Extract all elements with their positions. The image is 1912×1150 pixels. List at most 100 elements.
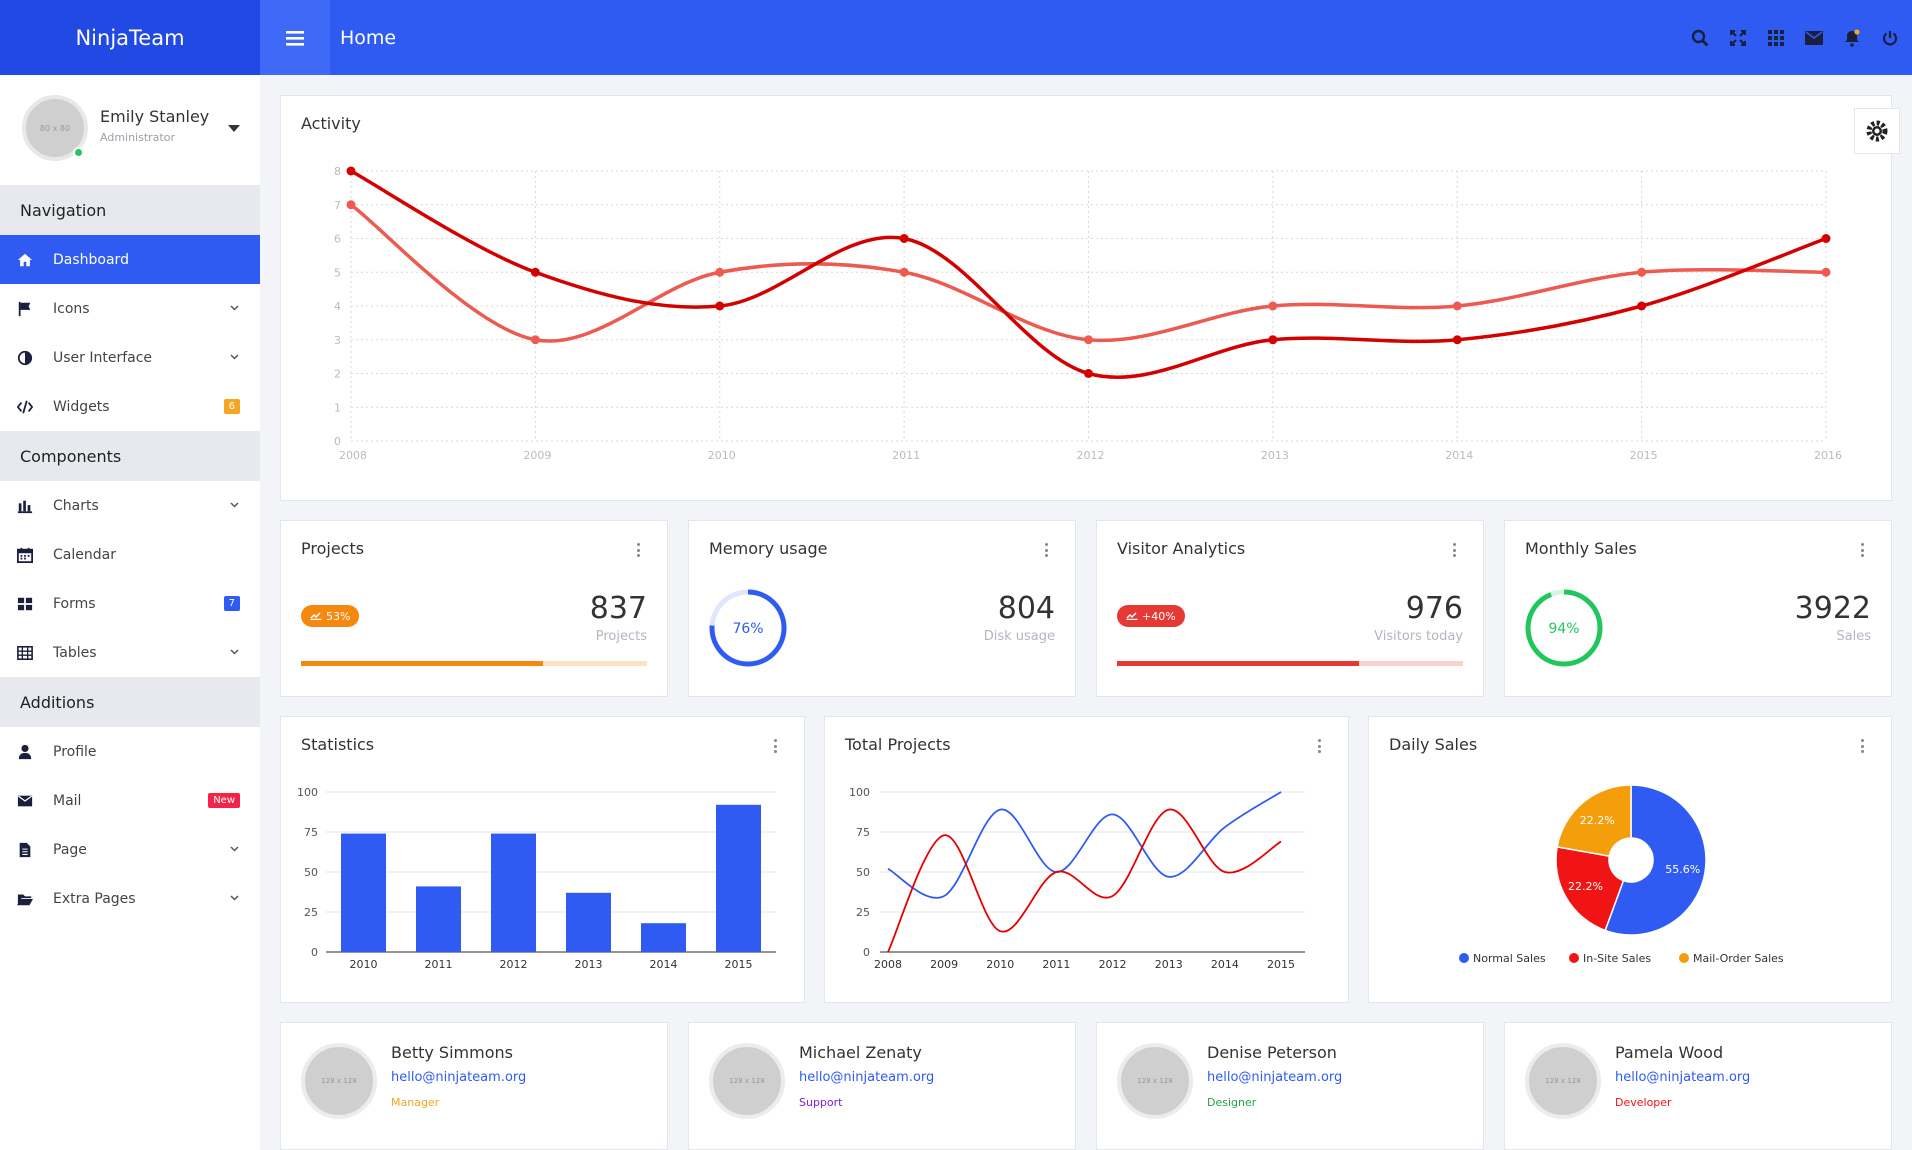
series-point <box>899 267 909 277</box>
avatar[interactable]: 128 x 128 <box>301 1043 377 1119</box>
series-point <box>1637 267 1647 277</box>
chevron-down-icon <box>230 647 239 658</box>
series-line <box>887 808 1282 953</box>
x-tick-label: 2010 <box>708 449 736 462</box>
x-tick-label: 2012 <box>1099 958 1127 971</box>
user-role: Administrator <box>100 131 175 144</box>
stat-value: 837 <box>589 591 647 626</box>
grid-icon[interactable] <box>1766 28 1786 48</box>
sidebar-item-mail[interactable]: Mail New <box>0 776 260 825</box>
stat-card-projects: Projects 837 Projects 53% <box>280 520 668 697</box>
calendar-icon <box>16 546 34 564</box>
card-menu-icon[interactable] <box>1861 543 1865 557</box>
hamburger-icon <box>286 30 304 46</box>
sidebar-item-dashboard[interactable]: Dashboard <box>0 235 260 284</box>
avatar[interactable]: 128 x 128 <box>1525 1043 1601 1119</box>
nav-section-components: Components <box>0 431 260 481</box>
card-menu-icon[interactable] <box>637 543 641 557</box>
sidebar-item-extra-pages[interactable]: Extra Pages <box>0 874 260 923</box>
avatar[interactable]: 128 x 128 <box>709 1043 785 1119</box>
statistics-menu-icon[interactable] <box>774 739 778 753</box>
series-point <box>1637 301 1647 311</box>
team-member-email-link[interactable]: hello@ninjateam.org <box>391 1070 527 1085</box>
sidebar-item-label: Charts <box>53 497 99 514</box>
nav-section-title: Navigation <box>20 200 107 220</box>
progress-ring-label: 94% <box>1548 621 1579 637</box>
sidebar-item-calendar[interactable]: Calendar <box>0 530 260 579</box>
statistics-card: Statistics 0 25 50 75 100 2010 2011 2012 2013 201… <box>280 716 805 1003</box>
sidebar-item-forms[interactable]: Forms 7 <box>0 579 260 628</box>
pie-slice <box>1604 784 1707 936</box>
avatar[interactable]: 128 x 128 <box>1117 1043 1193 1119</box>
total-projects-menu-icon[interactable] <box>1318 739 1322 753</box>
y-tick-label: 50 <box>304 866 318 879</box>
daily-sales-menu-icon[interactable] <box>1861 739 1865 753</box>
team-member-card: 128 x 128 Michael Zenaty hello@ninjateam.o… <box>688 1022 1076 1150</box>
sidebar-item-tables[interactable]: Tables <box>0 628 260 677</box>
chevron-down-icon <box>230 352 239 363</box>
sidebar-item-icons[interactable]: Icons <box>0 284 260 333</box>
avatar-placeholder-text: 128 x 128 <box>1137 1077 1173 1085</box>
search-icon[interactable] <box>1690 28 1710 48</box>
user-menu-caret-icon[interactable] <box>228 118 240 137</box>
sidebar-item-charts[interactable]: Charts <box>0 481 260 530</box>
nav-section-navigation: Navigation <box>0 185 260 235</box>
power-icon[interactable] <box>1880 28 1900 48</box>
team-member-email-link[interactable]: hello@ninjateam.org <box>1207 1070 1343 1085</box>
progress-ring: 76% <box>707 587 789 673</box>
team-member-email-link[interactable]: hello@ninjateam.org <box>799 1070 935 1085</box>
stat-card-title: Monthly Sales <box>1525 539 1637 558</box>
stat-card-title: Memory usage <box>709 539 828 558</box>
stat-label: Disk usage <box>983 629 1055 644</box>
progress-ring-fill <box>1525 589 1603 667</box>
y-tick-label: 0 <box>311 946 318 959</box>
stat-card-title: Projects <box>301 539 365 558</box>
card-menu-icon[interactable] <box>1045 543 1049 557</box>
nav-section-title: Additions <box>20 692 95 712</box>
sidebar-item-user-interface[interactable]: User Interface <box>0 333 260 382</box>
x-tick-label: 2015 <box>1630 449 1658 462</box>
pie-slice <box>1555 846 1625 932</box>
x-tick-label: 2013 <box>575 958 603 971</box>
x-tick-label: 2013 <box>1155 958 1183 971</box>
bell-icon[interactable] <box>1842 28 1862 48</box>
legend-swatch <box>1459 953 1469 963</box>
pie-slice-label: 22.2% <box>1580 814 1615 827</box>
sidebar-item-page[interactable]: Page <box>0 825 260 874</box>
x-tick-label: 2016 <box>1814 449 1842 462</box>
file-icon <box>16 841 34 859</box>
stat-value: 3922 <box>1794 591 1871 626</box>
bar <box>491 833 536 952</box>
sidebar-item-label: Forms <box>53 595 96 612</box>
progress-bar-fill <box>301 661 544 666</box>
x-tick-label: 2008 <box>339 449 367 462</box>
sidebar-item-profile[interactable]: Profile <box>0 727 260 776</box>
bar <box>566 892 611 952</box>
y-tick-label: 50 <box>856 866 870 879</box>
mail-icon[interactable] <box>1804 28 1824 48</box>
brand-logo[interactable]: NinjaTeam <box>0 0 260 75</box>
y-tick-label: 100 <box>849 786 870 799</box>
chevron-down-icon <box>230 893 239 904</box>
team-member-email-link[interactable]: hello@ninjateam.org <box>1615 1070 1751 1085</box>
series-point <box>715 267 725 277</box>
pie-slice-label: 55.6% <box>1665 863 1700 876</box>
expand-icon[interactable] <box>1728 28 1748 48</box>
top-bar: NinjaTeam Home <box>0 0 1912 75</box>
daily-sales-chart: 55.6% 22.2% 22.2% Normal Sales In-Site Sales… <box>1459 784 1784 965</box>
user-icon <box>16 743 34 761</box>
chevron-down-icon <box>230 500 239 511</box>
legend-swatch <box>1679 953 1689 963</box>
activity-title: Activity <box>301 114 361 133</box>
avatar-placeholder-text: 80 x 80 <box>39 123 71 133</box>
sidebar-item-widgets[interactable]: Widgets 6 <box>0 382 260 431</box>
x-tick-label: 2015 <box>725 958 753 971</box>
menu-toggle-button[interactable] <box>260 0 330 75</box>
team-member-name: Pamela Wood <box>1615 1043 1724 1062</box>
nav-section-title: Components <box>20 446 122 466</box>
y-tick-label: 8 <box>334 165 341 178</box>
y-tick-label: 100 <box>297 786 318 799</box>
card-menu-icon[interactable] <box>1453 543 1457 557</box>
home-icon <box>16 251 34 269</box>
settings-button[interactable] <box>1854 108 1900 154</box>
